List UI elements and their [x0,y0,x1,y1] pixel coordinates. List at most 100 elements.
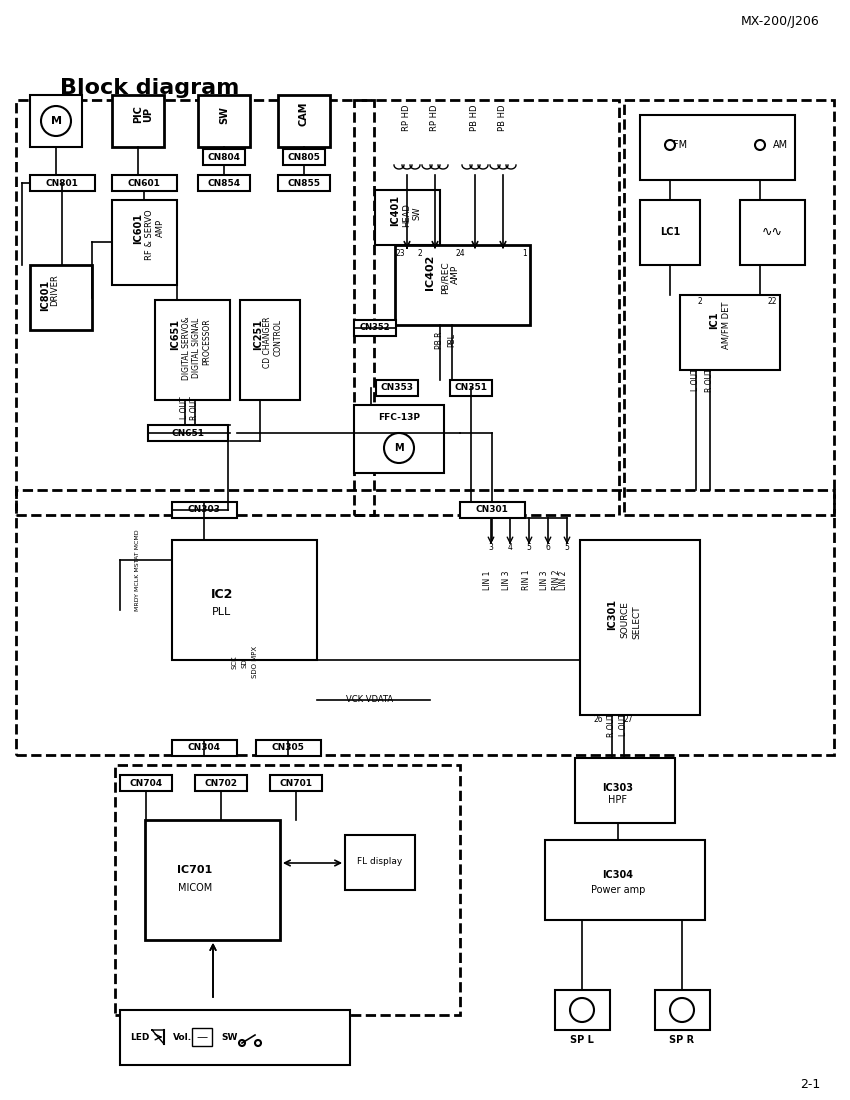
Text: IC251: IC251 [253,319,263,351]
Text: ∿∿: ∿∿ [762,226,783,239]
Text: Vol.: Vol. [173,1033,193,1042]
Text: AMP: AMP [156,219,165,238]
Text: IC401: IC401 [390,195,400,226]
Text: CAM: CAM [299,102,309,126]
Bar [30,95,82,147]
Text: PB HD: PB HD [498,104,507,131]
Text: 2-1: 2-1 [800,1078,820,1091]
Text: R OUT: R OUT [190,396,200,420]
Text: UP: UP [143,107,153,121]
Bar [375,190,440,245]
Text: 2: 2 [417,249,422,257]
Text: CN304: CN304 [188,744,220,752]
Bar [112,95,164,147]
Text: SELECT: SELECT [632,605,642,639]
Text: 4: 4 [507,542,513,551]
Text: CN854: CN854 [207,178,241,187]
Text: HPF: HPF [609,795,627,805]
Bar [278,95,330,147]
Bar [16,100,374,515]
Text: 5: 5 [526,542,531,551]
Text: SCK: SCK [232,656,238,669]
Text: IC651: IC651 [170,319,180,351]
Text: DRIVER: DRIVER [50,274,60,306]
Bar [145,820,280,940]
Text: L OUT: L OUT [620,714,628,736]
Bar [240,300,300,400]
Text: 6: 6 [546,542,551,551]
Text: MX-200/J206: MX-200/J206 [741,15,820,29]
Text: CN702: CN702 [205,779,237,788]
Bar [640,116,795,180]
Text: FL display: FL display [357,858,403,867]
Bar [172,540,317,660]
Text: Power amp: Power amp [591,886,645,895]
Text: PBL: PBL [447,333,456,346]
Text: AMP: AMP [450,264,460,284]
Text: 24: 24 [456,249,465,257]
Text: SP R: SP R [670,1035,694,1045]
Bar [16,490,834,755]
Text: M: M [50,116,61,127]
Bar [655,990,710,1030]
Text: CN651: CN651 [172,429,205,438]
Text: CN352: CN352 [360,323,390,332]
Bar [148,425,228,441]
Text: AM/FM DET: AM/FM DET [722,301,730,349]
Bar [172,502,237,518]
Text: CN303: CN303 [188,506,220,515]
Text: IC402: IC402 [425,254,435,289]
Bar [112,175,177,191]
Text: IC601: IC601 [133,212,143,243]
Text: AM: AM [773,140,788,150]
Text: IC304: IC304 [603,870,633,880]
Bar [203,148,245,165]
Text: RP HD: RP HD [403,104,411,131]
Bar [155,300,230,400]
Text: IC303: IC303 [603,783,633,793]
Text: RIN 1: RIN 1 [523,570,531,591]
Text: —: — [196,1032,207,1042]
Text: 26: 26 [593,715,603,725]
Bar [172,740,237,756]
Text: CN855: CN855 [287,178,320,187]
Text: VCK VDATA: VCK VDATA [347,695,394,704]
Text: LC1: LC1 [660,227,680,236]
Text: RF & SERVO: RF & SERVO [145,210,155,261]
Bar [545,840,705,920]
Bar [354,405,444,473]
Bar [278,175,330,191]
Text: IC301: IC301 [607,600,617,630]
Text: 27: 27 [623,715,632,725]
Text: L OUT: L OUT [180,397,190,419]
Text: CD CHANGER: CD CHANGER [264,317,273,367]
Bar [680,295,780,370]
Text: Block diagram: Block diagram [60,78,240,98]
Text: IC1: IC1 [709,311,719,329]
Text: 5: 5 [564,542,570,551]
Bar [460,502,525,518]
Text: L OUT: L OUT [692,368,700,392]
Bar [624,100,834,515]
Bar [30,265,92,330]
Text: CN353: CN353 [381,384,413,393]
Bar [112,200,177,285]
Bar [256,740,321,756]
Text: RIN 2: RIN 2 [552,570,562,591]
Text: SDI: SDI [242,657,248,668]
Bar [115,764,460,1015]
Text: CONTROL: CONTROL [274,319,282,355]
Text: CN805: CN805 [287,153,320,162]
Text: PLL: PLL [212,607,231,617]
Text: LIN 3: LIN 3 [541,570,549,590]
Bar [354,320,396,336]
Bar [575,758,675,823]
Bar [192,1028,212,1046]
Text: CN305: CN305 [271,744,304,752]
Text: LIN 2: LIN 2 [559,570,569,590]
Bar [450,379,492,396]
Text: SDO MPX: SDO MPX [252,646,258,678]
Bar [376,379,418,396]
Text: LIN 3: LIN 3 [502,570,512,590]
Text: MICOM: MICOM [178,883,212,893]
